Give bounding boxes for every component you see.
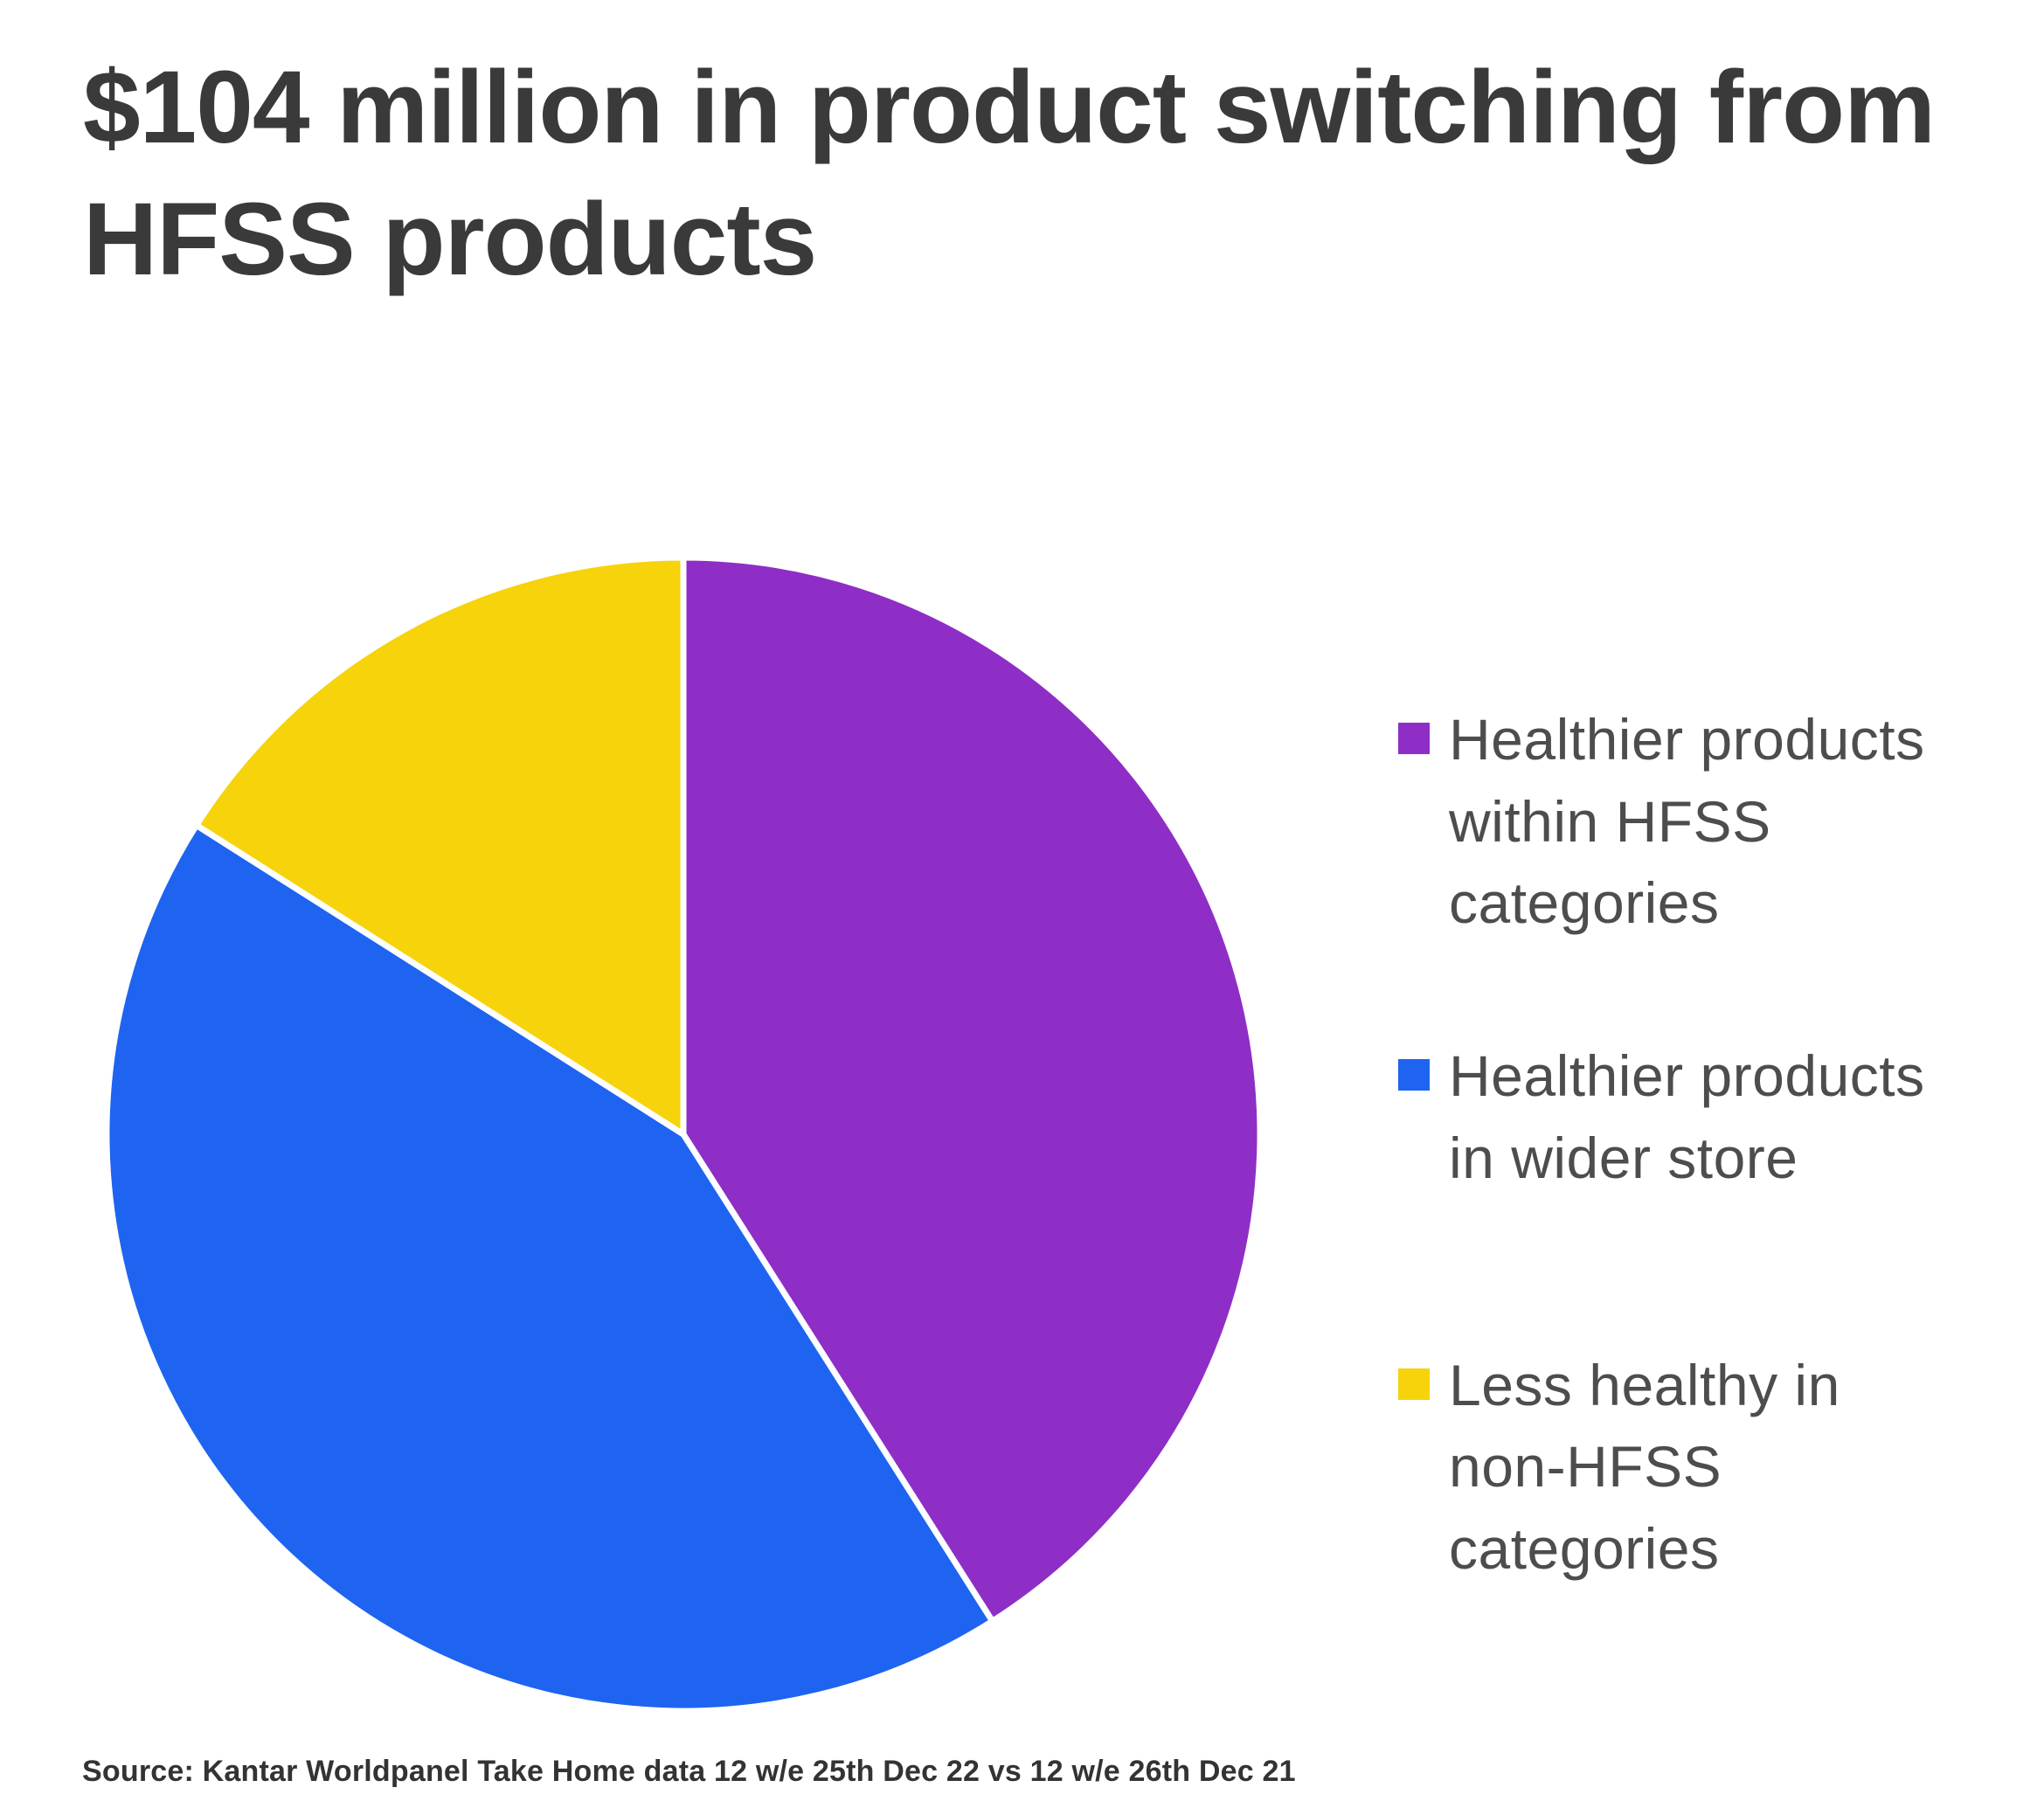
legend-item-healthier-wider-store: Healthier products in wider store	[1398, 1036, 1925, 1199]
source-note: Source: Kantar Worldpanel Take Home data…	[82, 1755, 1296, 1788]
legend-swatch-yellow	[1398, 1368, 1430, 1400]
pie-slice-0	[680, 554, 1264, 1624]
chart-title: $104 million in product switching from H…	[83, 50, 1936, 298]
legend-swatch-blue	[1398, 1059, 1430, 1091]
pie-chart-container	[98, 549, 1269, 1720]
legend-label: Healthier products in wider store	[1449, 1043, 1925, 1190]
legend-label: Less healthy in non-HFSS categories	[1449, 1352, 1840, 1582]
legend: Healthier products within HFSS categorie…	[1398, 699, 1925, 1590]
pie-slice-1	[103, 821, 996, 1715]
legend-item-healthier-within-hfss: Healthier products within HFSS categorie…	[1398, 699, 1925, 945]
legend-item-less-healthy-non-hfss: Less healthy in non-HFSS categories	[1398, 1345, 1925, 1590]
pie-chart	[103, 554, 1264, 1715]
legend-label: Healthier products within HFSS categorie…	[1449, 707, 1925, 936]
pie-slice-2	[193, 554, 687, 1138]
legend-swatch-purple	[1398, 723, 1430, 754]
